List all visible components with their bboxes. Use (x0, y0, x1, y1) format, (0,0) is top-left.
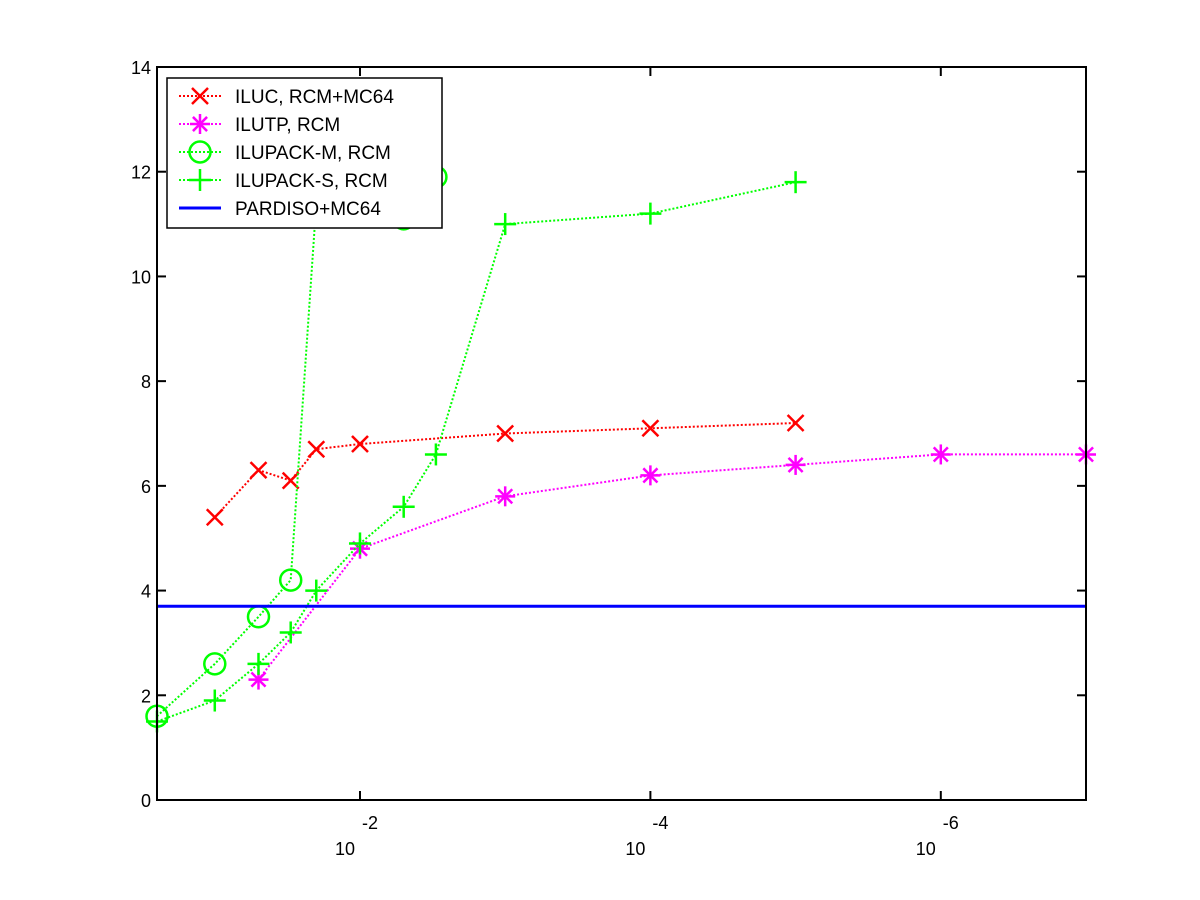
marker-stroke (192, 116, 208, 132)
data-point-x-marker (249, 461, 268, 480)
series-line (214, 422, 796, 518)
legend-label: ILUPACK-S, RCM (235, 171, 388, 192)
data-point-x-marker (281, 471, 300, 490)
legend-label: ILUPACK-M, RCM (235, 143, 391, 164)
legend-entry: ILUPACK-S, RCM (179, 169, 388, 192)
data-point-plus-marker (203, 689, 226, 712)
data-point-circle-marker (188, 140, 212, 164)
data-point-asterisk-marker (495, 486, 516, 507)
marker-stroke (249, 461, 268, 480)
axes-layer: 0 2 4 6 8 10 12 14 10 -2 10 -4 10 -6 (131, 58, 1086, 859)
marker-stroke (205, 508, 224, 527)
x-tick-label-exponent: -4 (652, 813, 668, 833)
marker-stroke (787, 456, 804, 473)
data-point-circle-marker (203, 652, 227, 676)
data-point-asterisk-marker (785, 454, 806, 475)
y-tick-label: 6 (141, 477, 151, 497)
x-tick-label-exponent: -2 (362, 813, 378, 833)
y-tick-label: 0 (141, 791, 151, 811)
plot-area-frame (156, 66, 1087, 801)
y-tick-label: 8 (141, 372, 151, 392)
data-point-plus-marker (247, 652, 270, 675)
data-point-x-marker (205, 508, 224, 527)
data-point-plus-marker (189, 169, 211, 191)
legend-label: PARDISO+MC64 (235, 199, 381, 220)
data-point-plus-marker (348, 532, 371, 555)
legend-entry: PARDISO+MC64 (179, 199, 381, 220)
y-tick-label: 4 (141, 582, 151, 602)
series-layer (145, 165, 1096, 733)
data-point-plus-marker (424, 443, 447, 466)
marker-stroke (351, 435, 369, 453)
y-tick-label: 14 (131, 58, 151, 78)
x-tick-label-base: 10 (916, 839, 936, 859)
x-tick-label-base: 10 (625, 839, 645, 859)
marker-stroke (641, 419, 660, 438)
data-point-x-marker (351, 435, 369, 453)
legend-entry: ILUC, RCM+MC64 (179, 87, 394, 108)
data-point-plus-marker (494, 213, 517, 236)
marker-stroke (786, 414, 805, 432)
legend-entry: ILUPACK-M, RCM (179, 140, 391, 164)
data-point-asterisk-marker (640, 465, 661, 486)
data-point-circle-marker (278, 568, 303, 592)
data-point-plus-marker (305, 579, 328, 602)
series-group (205, 414, 805, 527)
x-tick-label-base: 10 (335, 839, 355, 859)
data-point-asterisk-marker (930, 444, 951, 465)
data-point-x-marker (307, 440, 326, 459)
data-point-x-marker (641, 419, 660, 438)
data-point-x-marker (496, 424, 515, 443)
y-tick-label: 2 (141, 686, 151, 706)
marker-stroke (496, 424, 515, 443)
marker-stroke (307, 440, 326, 459)
data-point-asterisk-marker (190, 114, 210, 134)
data-point-plus-marker (279, 621, 302, 644)
legend-entry: ILUTP, RCM (179, 114, 340, 136)
legend-label: ILUC, RCM+MC64 (235, 87, 394, 108)
marker-stroke (281, 471, 300, 490)
data-point-plus-marker (784, 171, 807, 194)
data-point-x-marker (191, 87, 209, 105)
y-tick-label: 10 (131, 267, 151, 287)
marker-stroke (932, 446, 949, 463)
legend-label: ILUTP, RCM (235, 115, 340, 136)
x-tick-label-exponent: -6 (943, 813, 959, 833)
data-point-plus-marker (639, 202, 662, 225)
marker-stroke (497, 488, 514, 505)
y-tick-label: 12 (131, 163, 151, 183)
data-point-x-marker (786, 414, 805, 432)
marker-stroke (250, 671, 267, 688)
marker-stroke (191, 87, 209, 105)
data-point-plus-marker (392, 495, 415, 518)
marker-stroke (642, 467, 659, 484)
legend: ILUC, RCM+MC64 ILUTP, RCM ILUPACK-M, RCM IL… (166, 77, 443, 229)
